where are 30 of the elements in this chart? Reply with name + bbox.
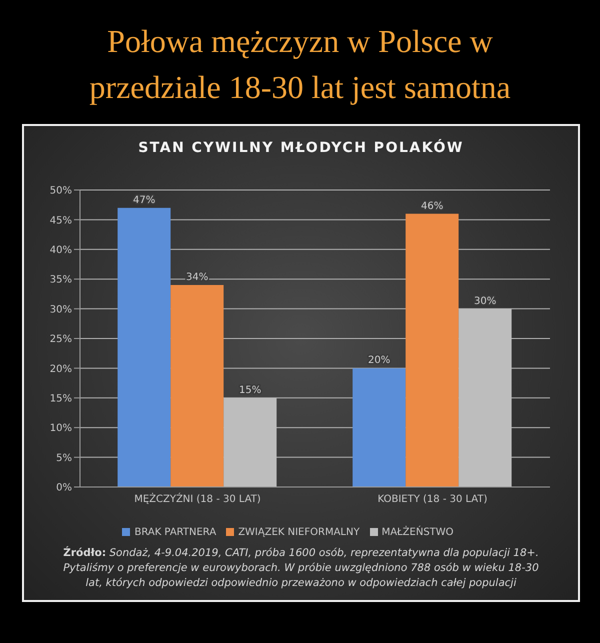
data-label: 20% bbox=[368, 355, 390, 366]
legend-label: ZWIĄZEK NIEFORMALNY bbox=[238, 527, 360, 538]
chart-title: Połowa mężczyzn w Polsce w przedziale 18-30 lat jest samotna bbox=[88, 22, 512, 107]
x-tick-label: MĘŻCZYŹNI (18 - 30 LAT) bbox=[134, 492, 261, 506]
legend-label: MAŁŻEŃSTWO bbox=[382, 527, 454, 538]
data-label: 46% bbox=[420, 200, 444, 212]
y-tick-label: 25% bbox=[50, 334, 72, 346]
bar bbox=[458, 308, 512, 487]
y-tick-label: 0% bbox=[56, 482, 72, 494]
data-label: 47% bbox=[132, 194, 156, 206]
x-tick-label: KOBIETY (18 - 30 LAT) bbox=[378, 494, 488, 506]
data-label: 30% bbox=[474, 296, 496, 307]
bar bbox=[170, 285, 224, 487]
y-tick-label: 20% bbox=[50, 364, 72, 375]
bar bbox=[352, 368, 406, 487]
y-tick-label: 15% bbox=[50, 393, 72, 404]
bar bbox=[118, 208, 171, 487]
y-tick-label: 45% bbox=[50, 215, 72, 226]
legend-label: BRAK PARTNERA bbox=[134, 527, 216, 538]
y-tick-label: 50% bbox=[50, 186, 72, 197]
y-tick-label: 40% bbox=[50, 244, 72, 256]
chart-subtitle: STAN CYWILNY MŁODYCH POLAKÓW bbox=[137, 140, 465, 156]
y-tick-label: 35% bbox=[50, 274, 72, 286]
y-tick-label: 30% bbox=[50, 304, 72, 316]
bar bbox=[224, 398, 277, 487]
y-tick-label: 10% bbox=[50, 423, 72, 434]
y-tick-label: 5% bbox=[56, 452, 72, 464]
text: Źródło: Sondaż, 4-9.04.2019, CATI, próba 1600 osób, reprezentatywna dla populacji 18+. Pytaliśmy o preferencje w eurowyborach. W próbie uwzględniono 788 osób w wieku 18-30 lat, których odpowiedzi odpowiednio przeważono w odpowiedziach całej populacji bbox=[63, 547, 539, 589]
bar bbox=[406, 214, 459, 487]
data-label: 15% bbox=[238, 384, 262, 396]
